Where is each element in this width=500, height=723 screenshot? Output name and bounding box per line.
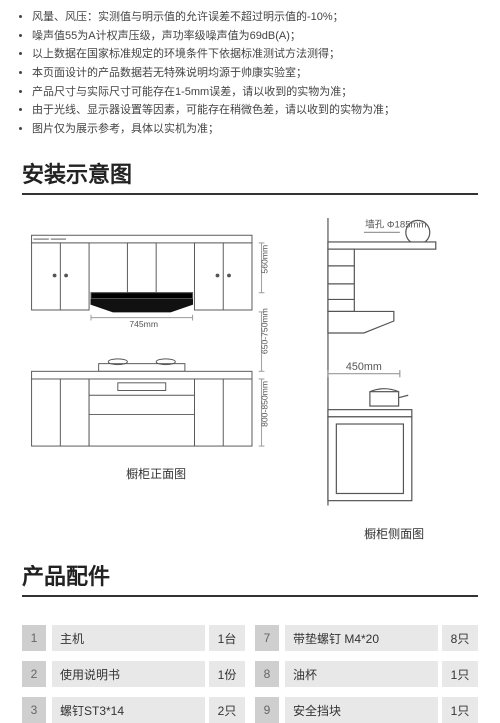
note-item: 图片仅为展示参考，具体以实机为准；: [32, 120, 478, 139]
acc-qty: 1台: [209, 625, 245, 651]
dim-gap-height: 650-750mm: [259, 308, 269, 354]
acc-cell: 9 安全挡块 1只: [255, 697, 478, 723]
diagram-title-block: 安装示意图: [0, 151, 500, 203]
note-item: 噪声值55为A计权声压级，声功率级噪声值为69dB(A)；: [32, 27, 478, 46]
note-item: 本页面设计的产品数据若无特殊说明均源于帅康实验室；: [32, 64, 478, 83]
diagram-title: 安装示意图: [22, 157, 478, 195]
side-view: 墙孔 Φ185mm 450mm 橱柜侧面图: [310, 218, 478, 542]
acc-name: 带垫螺钉 M4*20: [285, 625, 438, 651]
acc-row: 1 主机 1台 7 带垫螺钉 M4*20 8只: [22, 625, 478, 651]
acc-number: 9: [255, 697, 279, 723]
acc-qty: 1份: [209, 661, 245, 687]
side-view-label: 橱柜侧面图: [310, 525, 478, 542]
note-item: 产品尺寸与实际尺寸可能存在1-5mm误差，请以收到的实物为准；: [32, 83, 478, 102]
acc-number: 8: [255, 661, 279, 687]
accessories-table: 1 主机 1台 7 带垫螺钉 M4*20 8只 2 使用说明书 1份 8 油杯 …: [0, 605, 500, 723]
acc-name: 螺钉ST3*14: [52, 697, 205, 723]
acc-name: 安全挡块: [285, 697, 438, 723]
dim-hood-width: 745mm: [129, 319, 158, 329]
acc-cell: 3 螺钉ST3*14 2只: [22, 697, 245, 723]
acc-qty: 1只: [442, 697, 478, 723]
acc-name: 油杯: [285, 661, 438, 687]
dim-duct-height: 560mm: [259, 245, 269, 274]
acc-number: 2: [22, 661, 46, 687]
note-item: 以上数据在国家标准规定的环境条件下依据标准测试方法测得；: [32, 45, 478, 64]
accessories-title-block: 产品配件: [0, 553, 500, 605]
acc-cell: 2 使用说明书 1份: [22, 661, 245, 687]
notes-list: 风量、风压：实测值与明示值的允许误差不超过明示值的-10%； 噪声值55为A计权…: [0, 0, 500, 151]
acc-number: 3: [22, 697, 46, 723]
side-view-svg: 墙孔 Φ185mm 450mm: [310, 218, 478, 517]
acc-cell: 7 带垫螺钉 M4*20 8只: [255, 625, 478, 651]
acc-row: 2 使用说明书 1份 8 油杯 1只: [22, 661, 478, 687]
acc-qty: 8只: [442, 625, 478, 651]
acc-qty: 1只: [442, 661, 478, 687]
acc-cell: 8 油杯 1只: [255, 661, 478, 687]
note-item: 由于光线、显示器设置等因素，可能存在稍微色差，请以收到的实物为准；: [32, 101, 478, 120]
front-view-label: 橱柜正面图: [22, 465, 290, 482]
acc-number: 1: [22, 625, 46, 651]
note-item: 风量、风压：实测值与明示值的允许误差不超过明示值的-10%；: [32, 8, 478, 27]
dim-counter-height: 800-850mm: [259, 381, 269, 427]
acc-number: 7: [255, 625, 279, 651]
acc-row: 3 螺钉ST3*14 2只 9 安全挡块 1只: [22, 697, 478, 723]
accessories-title: 产品配件: [22, 559, 478, 597]
acc-name: 使用说明书: [52, 661, 205, 687]
acc-cell: 1 主机 1台: [22, 625, 245, 651]
dim-wall-hole: 墙孔 Φ185mm: [365, 218, 426, 230]
acc-qty: 2只: [209, 697, 245, 723]
front-view: 745mm: [22, 218, 290, 542]
front-view-svg: 745mm: [22, 218, 290, 458]
diagram-area: 745mm: [0, 203, 500, 547]
acc-name: 主机: [52, 625, 205, 651]
dim-side-depth: 450mm: [346, 361, 382, 373]
